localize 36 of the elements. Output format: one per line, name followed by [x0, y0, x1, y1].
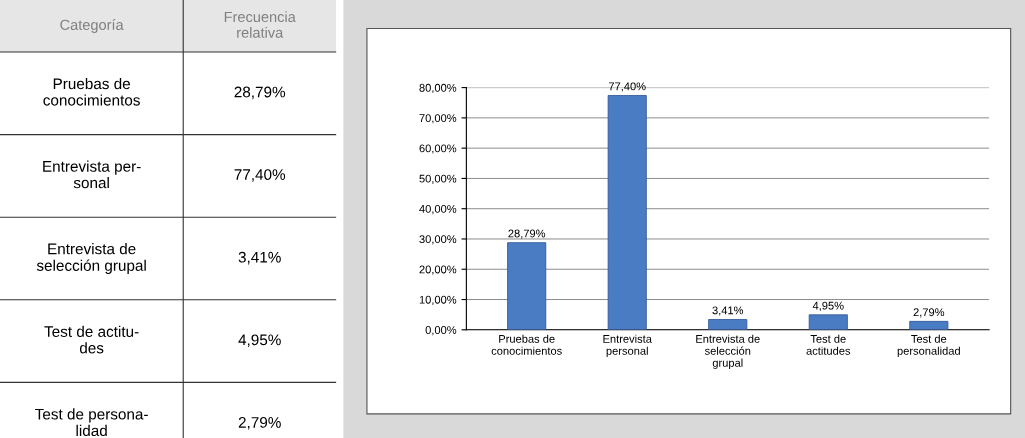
text: 3,41%	[238, 251, 281, 265]
text: 77,40%	[234, 169, 286, 182]
text: Categoría	[60, 19, 124, 33]
y-tick-label: 60,00%	[419, 144, 457, 154]
text: Pruebas de conocimientos	[43, 77, 140, 106]
y-tick-label: 0,00%	[425, 326, 457, 336]
y-tick-label: 50,00%	[419, 174, 457, 184]
x-tick-label: Pruebas de conocimientos	[491, 334, 562, 355]
text: 28,79%	[234, 86, 286, 100]
text: Entrevista per- sonal	[43, 160, 141, 189]
data-label: 77,40%	[608, 82, 646, 92]
x-tick-label: Test de personalidad	[897, 334, 960, 357]
data-label: 2,79%	[913, 308, 945, 318]
data-label: 28,79%	[508, 229, 546, 239]
x-tick-label: Entrevista personal	[603, 334, 652, 357]
y-tick-label: 30,00%	[419, 235, 457, 245]
bar	[607, 95, 647, 330]
text: 4,95%	[238, 334, 281, 348]
bar	[909, 320, 949, 330]
text: Test de actitu- des	[44, 325, 139, 354]
text: Test de persona- lidad	[35, 408, 148, 437]
bar	[708, 319, 748, 330]
text: Frecuencia relativa	[224, 11, 296, 38]
bar	[808, 314, 848, 330]
y-tick-label: 20,00%	[419, 265, 457, 275]
data-label: 3,41%	[712, 306, 744, 316]
x-tick-label: Test de actitudes	[806, 334, 851, 355]
y-tick-label: 40,00%	[419, 204, 457, 215]
y-tick-label: 10,00%	[419, 295, 457, 305]
bar	[507, 242, 547, 330]
text: Entrevista de selección grupal	[36, 243, 146, 274]
y-tick-label: 70,00%	[419, 114, 457, 124]
x-tick-label: Entrevista de selección grupal	[696, 334, 760, 369]
text: 2,79%	[238, 417, 281, 430]
y-tick-label: 80,00%	[419, 83, 457, 94]
data-label: 4,95%	[812, 301, 844, 311]
